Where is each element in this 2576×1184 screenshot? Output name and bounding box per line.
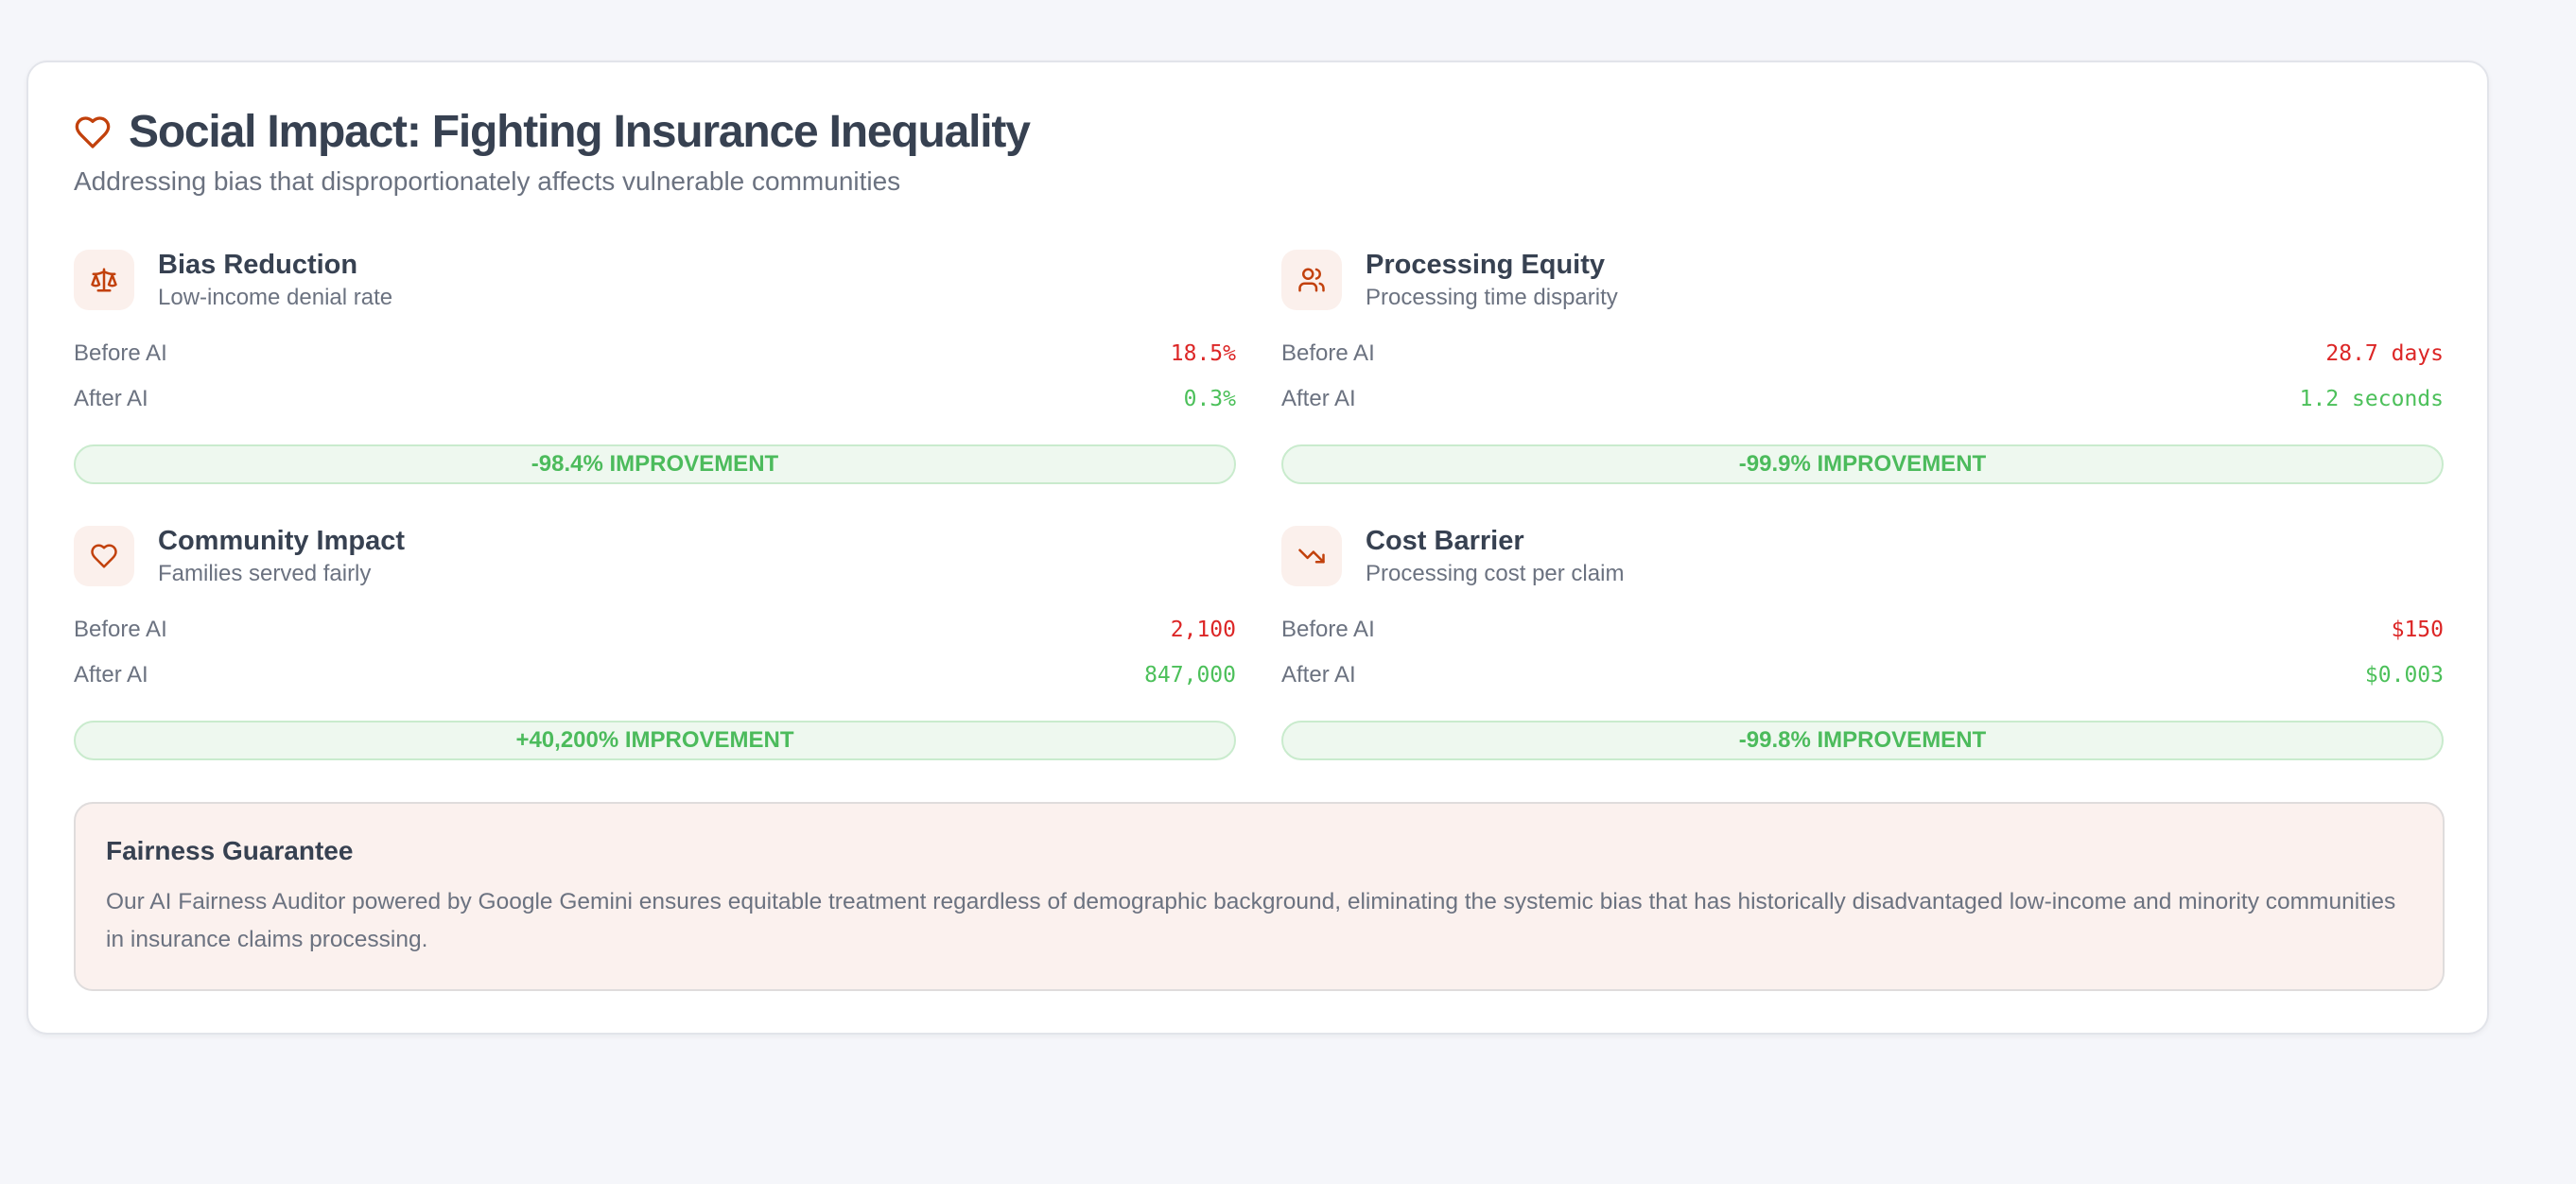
scale-icon [74, 250, 134, 310]
metric-title: Cost Barrier [1366, 526, 1524, 556]
metric-title: Bias Reduction [158, 250, 358, 280]
metric-cost-barrier: Cost Barrier Processing cost per claim Be… [1281, 526, 2444, 760]
users-icon [1281, 250, 1342, 310]
social-impact-card: Social Impact: Fighting Insurance Inequa… [26, 61, 2489, 1035]
after-row: After AI $0.003 [1281, 653, 2444, 698]
before-label: Before AI [74, 340, 167, 366]
after-label: After AI [74, 386, 148, 411]
metric-processing-equity: Processing Equity Processing time dispari… [1281, 250, 2444, 484]
fairness-text: Our AI Fairness Auditor powered by Googl… [106, 889, 2396, 952]
before-row: Before AI 18.5% [74, 331, 1236, 376]
improvement-badge: -99.8% IMPROVEMENT [1281, 721, 2444, 760]
improvement-badge: +40,200% IMPROVEMENT [74, 721, 1236, 760]
fairness-guarantee-panel: Fairness Guarantee Our AI Fairness Audit… [74, 802, 2445, 991]
metric-title: Community Impact [158, 526, 406, 556]
before-label: Before AI [1281, 617, 1375, 642]
before-row: Before AI $150 [1281, 607, 2444, 653]
after-value: 847,000 [1144, 663, 1236, 688]
after-value: 1.2 seconds [2299, 387, 2444, 411]
card-header: Social Impact: Fighting Insurance Inequa… [74, 106, 1031, 158]
metric-subtitle: Families served fairly [158, 561, 372, 586]
before-value: 2,100 [1170, 618, 1236, 642]
improvement-badge: -99.9% IMPROVEMENT [1281, 444, 2444, 484]
after-row: After AI 1.2 seconds [1281, 376, 2444, 422]
after-label: After AI [74, 662, 148, 688]
metric-bias-reduction: Bias Reduction Low-income denial rate Bef… [74, 250, 1236, 484]
before-value: 28.7 days [2325, 341, 2444, 366]
metric-community-impact: Community Impact Families served fairly B… [74, 526, 1236, 760]
heart-icon [74, 526, 134, 586]
before-value: 18.5% [1170, 341, 1236, 366]
before-value: $150 [2391, 618, 2444, 642]
page-subtitle: Addressing bias that disproportionately … [74, 166, 901, 196]
heart-icon [75, 115, 111, 148]
after-value: 0.3% [1183, 387, 1236, 411]
after-row: After AI 0.3% [74, 376, 1236, 422]
metric-title: Processing Equity [1366, 250, 1606, 280]
metric-subtitle: Processing time disparity [1366, 285, 1618, 310]
fairness-title: Fairness Guarantee [106, 836, 354, 865]
metric-subtitle: Processing cost per claim [1366, 561, 1625, 586]
after-label: After AI [1281, 386, 1356, 411]
metric-subtitle: Low-income denial rate [158, 285, 393, 310]
after-label: After AI [1281, 662, 1356, 688]
before-row: Before AI 2,100 [74, 607, 1236, 653]
after-row: After AI 847,000 [74, 653, 1236, 698]
before-label: Before AI [1281, 340, 1375, 366]
improvement-badge: -98.4% IMPROVEMENT [74, 444, 1236, 484]
trending-down-icon [1281, 526, 1342, 586]
before-row: Before AI 28.7 days [1281, 331, 2444, 376]
before-label: Before AI [74, 617, 167, 642]
page-title: Social Impact: Fighting Insurance Inequa… [129, 107, 1031, 157]
after-value: $0.003 [2364, 663, 2444, 688]
